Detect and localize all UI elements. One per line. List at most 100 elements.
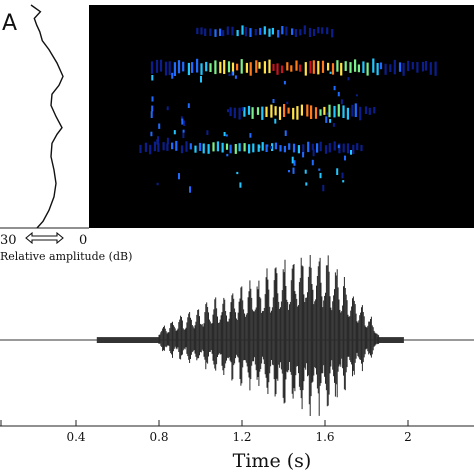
spectrogram-band-0-mark	[245, 62, 248, 73]
amplitude-axis-label: Relative amplitude (dB)	[0, 250, 132, 263]
spectrogram-band-0-mark	[344, 61, 347, 71]
spectrogram-band-3-mark	[219, 28, 222, 36]
spectrogram-band-2-mark	[319, 141, 322, 152]
spectrogram-background	[89, 5, 474, 228]
spectrogram-band-2-mark	[149, 144, 152, 155]
spectrogram-band-0-mark	[205, 61, 208, 72]
spectrogram-band-0-mark	[379, 62, 383, 70]
spectrogram-band-1-mark	[306, 104, 309, 117]
spectrogram-band-1-mark	[328, 104, 331, 118]
spectrogram-speckle	[223, 132, 226, 137]
spectrogram-speckle	[341, 172, 344, 179]
spectrogram-band-0-mark	[200, 63, 203, 75]
spectrogram-speckle	[151, 96, 154, 102]
spectrogram-band-2-mark	[238, 143, 241, 152]
spectrogram-band-2-mark	[175, 140, 178, 151]
spectrogram-band-1-mark	[373, 107, 376, 114]
spectrogram-band-0-mark	[424, 61, 428, 71]
spectrogram-band-0-mark	[164, 61, 168, 76]
spectrogram-speckle	[158, 123, 161, 129]
spectrogram-band-1-mark	[333, 105, 336, 118]
spectrogram-band-3-mark	[259, 27, 262, 35]
spectrogram-speckle	[302, 152, 305, 158]
spectrogram-band-0-mark	[272, 63, 275, 71]
spectrogram-band-3-mark	[268, 28, 271, 37]
amplitude-spectrum-panel: A	[0, 4, 89, 229]
spectrogram-speckle	[326, 112, 329, 115]
spectrogram-band-0-mark	[312, 60, 315, 74]
spectrogram-speckle	[241, 107, 244, 111]
spectrogram-band-2-mark	[194, 145, 197, 153]
spectrogram-band-1-mark	[359, 106, 362, 121]
spectrogram-band-1-mark	[274, 106, 277, 116]
spectrogram-speckle	[150, 111, 153, 118]
spectrogram-band-0-mark	[214, 60, 217, 75]
spectrogram-band-1-mark	[354, 103, 357, 117]
spectrogram-band-2-mark	[229, 144, 232, 154]
spectrogram-speckle	[283, 80, 286, 85]
spectrogram-speckle	[151, 75, 154, 81]
spectrogram-band-2-mark	[171, 142, 174, 150]
amplitude-spectrum-line	[30, 4, 64, 229]
spectrogram-band-2-mark	[185, 141, 188, 152]
amplitude-scale-right-label: 0	[79, 233, 87, 248]
spectrogram-speckle	[227, 109, 229, 113]
spectrogram-speckle	[342, 180, 345, 183]
spectrogram-band-3-mark	[277, 29, 280, 38]
spectrogram-band-3-mark	[222, 30, 225, 37]
spectrogram-speckle	[284, 130, 287, 136]
spectrogram-band-3-mark	[299, 29, 302, 36]
spectrogram-speckle	[322, 184, 325, 192]
spectrogram-band-0-mark	[258, 62, 261, 69]
spectrogram-band-2-mark	[212, 142, 215, 152]
spectrogram-band-0-mark	[411, 62, 414, 70]
time-axis-ticks: 0.4 0.8 1.2 1.6 2	[66, 420, 412, 444]
spectrogram-band-2-mark	[316, 143, 319, 153]
spectrogram-band-3-mark	[214, 29, 217, 37]
spectrogram-band-0-mark	[366, 62, 369, 76]
spectrogram-band-2-mark	[153, 141, 156, 152]
spectrogram-band-3-mark	[249, 28, 252, 37]
spectrogram-band-0-mark	[376, 63, 379, 76]
spectrogram-speckle	[239, 182, 242, 188]
spectrogram-speckle	[344, 155, 346, 161]
spectrogram-band-1-mark	[251, 107, 254, 119]
spectrogram-speckle	[292, 167, 295, 174]
spectrogram-band-1-mark	[229, 107, 232, 117]
spectrogram-band-0-mark	[407, 60, 410, 72]
spectrogram-band-2-mark	[252, 143, 255, 153]
spectrogram-band-0-mark	[168, 61, 171, 76]
spectrogram-band-2-mark	[261, 142, 264, 151]
spectrogram-band-2-mark	[338, 143, 341, 154]
spectrogram-band-2-mark	[292, 143, 296, 153]
spectrogram-speckle	[312, 149, 315, 157]
spectrogram-band-0-mark	[177, 60, 181, 74]
time-tick-label: 1.6	[315, 430, 334, 444]
spectrogram-speckle	[350, 150, 352, 155]
spectrogram-band-0-mark	[280, 65, 284, 74]
time-tick-label: 2	[404, 430, 412, 444]
spectrogram-band-0-mark	[255, 60, 258, 73]
spectrogram-speckle	[182, 131, 185, 139]
spectrogram-band-2-mark	[248, 144, 251, 154]
spectrogram-speckle	[272, 99, 275, 103]
spectrogram-band-2-mark	[234, 144, 237, 154]
spectrogram-band-2-mark	[346, 143, 350, 154]
spectrogram-speckle	[291, 156, 294, 164]
spectrogram-speckle	[228, 73, 231, 76]
spectrogram-band-1-mark	[368, 107, 371, 115]
spectrogram-speckle	[151, 105, 154, 112]
spectrogram-band-0-mark	[290, 65, 293, 72]
time-tick-label: 0.4	[66, 430, 85, 444]
spectrogram-band-3-mark	[321, 27, 324, 34]
spectrogram-band-0-mark	[362, 61, 365, 73]
spectrogram-band-1-mark	[265, 106, 268, 117]
spectrogram-speckle	[340, 99, 343, 105]
spectrogram-band-3-mark	[254, 29, 257, 36]
spectrogram-band-3-mark	[271, 27, 274, 35]
spectrogram-band-2-mark	[139, 144, 142, 153]
spectrogram-band-2-mark	[221, 142, 224, 153]
spectrogram-band-3-mark	[308, 27, 312, 37]
spectrogram-speckle	[187, 103, 190, 108]
spectrogram-band-3-mark	[241, 25, 244, 35]
